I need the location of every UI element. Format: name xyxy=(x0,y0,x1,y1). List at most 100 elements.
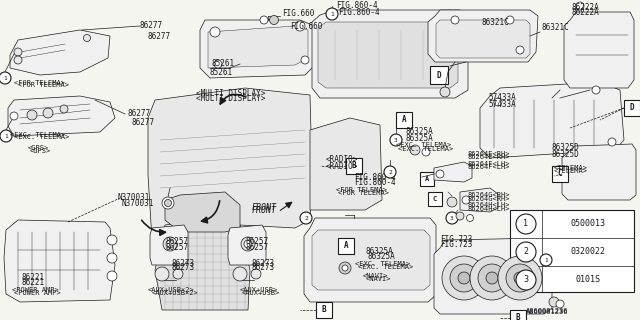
Text: B: B xyxy=(322,306,326,315)
Polygon shape xyxy=(10,30,110,75)
Text: FRONT: FRONT xyxy=(252,206,277,215)
Text: 2: 2 xyxy=(304,215,308,220)
Polygon shape xyxy=(310,118,382,210)
Text: <NAVI>: <NAVI> xyxy=(366,276,392,282)
Polygon shape xyxy=(165,192,240,232)
Text: <AUX+USB>: <AUX+USB> xyxy=(240,287,278,293)
Text: <EXC. TELEMA>: <EXC. TELEMA> xyxy=(358,264,413,270)
Circle shape xyxy=(166,240,174,248)
Text: 86264G<RH>: 86264G<RH> xyxy=(468,196,511,202)
Text: 86273: 86273 xyxy=(172,263,195,272)
Circle shape xyxy=(251,269,261,279)
Text: 86321C: 86321C xyxy=(542,23,570,33)
Bar xyxy=(346,158,362,174)
Polygon shape xyxy=(148,88,312,258)
Text: 57433A: 57433A xyxy=(488,100,516,109)
Text: C: C xyxy=(557,170,563,179)
Circle shape xyxy=(260,16,268,24)
Bar xyxy=(552,166,568,182)
Bar xyxy=(338,238,354,254)
Text: 3: 3 xyxy=(450,215,454,220)
Text: FIG.660: FIG.660 xyxy=(290,22,323,31)
Text: 1: 1 xyxy=(3,76,7,81)
Circle shape xyxy=(107,235,117,245)
Text: A860001236: A860001236 xyxy=(526,309,568,315)
Circle shape xyxy=(155,267,169,281)
Polygon shape xyxy=(150,225,188,265)
Circle shape xyxy=(458,272,470,284)
Circle shape xyxy=(326,8,338,20)
Circle shape xyxy=(301,56,309,64)
Circle shape xyxy=(210,27,220,37)
Bar xyxy=(420,172,434,186)
Circle shape xyxy=(27,110,37,120)
Circle shape xyxy=(506,264,534,292)
Text: FIG.660: FIG.660 xyxy=(282,9,314,18)
Circle shape xyxy=(390,134,402,146)
Text: <RADIO>: <RADIO> xyxy=(326,162,358,171)
Circle shape xyxy=(516,214,536,234)
Circle shape xyxy=(467,214,474,221)
Text: 85261: 85261 xyxy=(212,60,235,68)
Text: <NAVI>: <NAVI> xyxy=(363,273,388,279)
Text: 3: 3 xyxy=(394,138,398,142)
Text: 0101S: 0101S xyxy=(575,276,600,284)
Text: 2: 2 xyxy=(388,170,392,174)
Text: <EXC. TELEMA>: <EXC. TELEMA> xyxy=(10,132,65,138)
Text: <TELEMA>: <TELEMA> xyxy=(554,165,588,171)
Text: <AUX+USB>: <AUX+USB> xyxy=(242,290,280,296)
Circle shape xyxy=(14,48,22,56)
Text: 86264G<RH>: 86264G<RH> xyxy=(468,192,511,198)
Text: <GPS>: <GPS> xyxy=(28,145,49,151)
Text: 86325D: 86325D xyxy=(552,143,580,153)
Text: 86222A: 86222A xyxy=(572,8,600,17)
Text: 86325A: 86325A xyxy=(366,247,394,257)
Bar xyxy=(510,310,526,320)
Text: FIG.723: FIG.723 xyxy=(440,240,472,249)
Circle shape xyxy=(556,300,564,308)
Text: 86264F<LH>: 86264F<LH> xyxy=(468,164,511,170)
Circle shape xyxy=(440,87,450,97)
Text: A: A xyxy=(344,242,348,251)
Circle shape xyxy=(0,72,11,84)
Polygon shape xyxy=(460,188,498,212)
Circle shape xyxy=(384,166,396,178)
Circle shape xyxy=(447,197,457,207)
Circle shape xyxy=(549,297,559,307)
Text: C: C xyxy=(433,196,437,202)
Text: 86277: 86277 xyxy=(128,109,151,118)
Text: B: B xyxy=(516,314,520,320)
Text: 1: 1 xyxy=(544,258,548,262)
Polygon shape xyxy=(155,220,250,310)
Text: 86264E<RH>: 86264E<RH> xyxy=(468,151,511,157)
Text: 86273: 86273 xyxy=(172,259,195,268)
Circle shape xyxy=(422,148,430,156)
Circle shape xyxy=(446,212,458,224)
Text: 86264F<LH>: 86264F<LH> xyxy=(468,161,511,167)
Text: 1: 1 xyxy=(524,220,529,228)
Circle shape xyxy=(516,46,524,54)
Circle shape xyxy=(540,254,552,266)
Circle shape xyxy=(107,253,117,263)
Text: <MULTI DISPLAY>: <MULTI DISPLAY> xyxy=(196,90,266,99)
Circle shape xyxy=(14,56,22,64)
Polygon shape xyxy=(318,22,458,88)
Text: <RADIO>: <RADIO> xyxy=(326,156,358,164)
Circle shape xyxy=(410,145,420,155)
Circle shape xyxy=(163,237,177,251)
Circle shape xyxy=(462,196,470,204)
Circle shape xyxy=(436,170,444,178)
Bar xyxy=(316,302,332,318)
Polygon shape xyxy=(8,96,115,136)
Text: FIG.723: FIG.723 xyxy=(440,236,472,244)
Text: B: B xyxy=(352,162,356,171)
Circle shape xyxy=(516,242,536,262)
Text: 86325A: 86325A xyxy=(405,134,433,143)
Circle shape xyxy=(162,197,174,209)
Polygon shape xyxy=(312,230,430,290)
Text: FIG.860-4: FIG.860-4 xyxy=(336,2,378,11)
Circle shape xyxy=(164,199,172,206)
Bar xyxy=(428,192,442,206)
Text: 0320022: 0320022 xyxy=(570,247,605,257)
Circle shape xyxy=(494,98,502,106)
